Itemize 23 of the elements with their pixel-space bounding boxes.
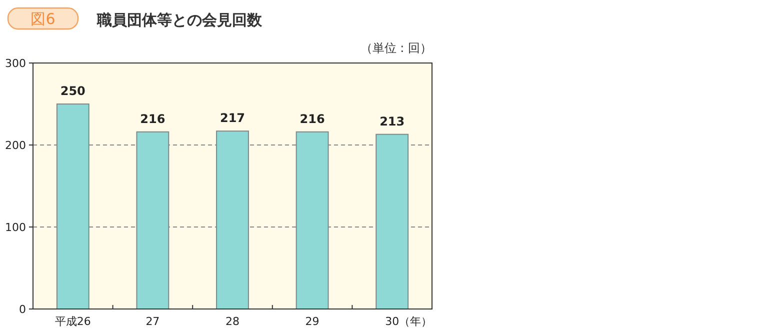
x-tick-label: 28 <box>226 315 240 328</box>
data-label: 217 <box>220 111 246 126</box>
text: （単位 : 回） <box>360 41 432 55</box>
caption: 図6 <box>30 10 56 28</box>
y-tick-label: 200 <box>5 139 26 152</box>
y-tick-label: 100 <box>5 221 26 234</box>
x-tick-label: 27 <box>146 315 160 328</box>
x-tick-label: 平成26 <box>54 315 91 328</box>
x-tick-label: 29 <box>305 315 320 328</box>
bar <box>136 131 170 310</box>
bar <box>56 104 90 310</box>
bar <box>376 134 409 310</box>
data-label: 250 <box>60 84 86 98</box>
x-tick-label: 30 <box>385 315 400 328</box>
bar <box>296 131 329 310</box>
x-axis-title: （年） <box>399 315 432 328</box>
data-label: 213 <box>380 114 405 128</box>
data-label: 216 <box>140 112 166 126</box>
chart-title: 職員団体等との会見回数 <box>96 11 263 29</box>
bar <box>216 130 249 310</box>
y-tick-label: 300 <box>5 57 26 70</box>
y-tick-label: 0 <box>19 303 26 316</box>
data-label: 216 <box>300 112 325 126</box>
